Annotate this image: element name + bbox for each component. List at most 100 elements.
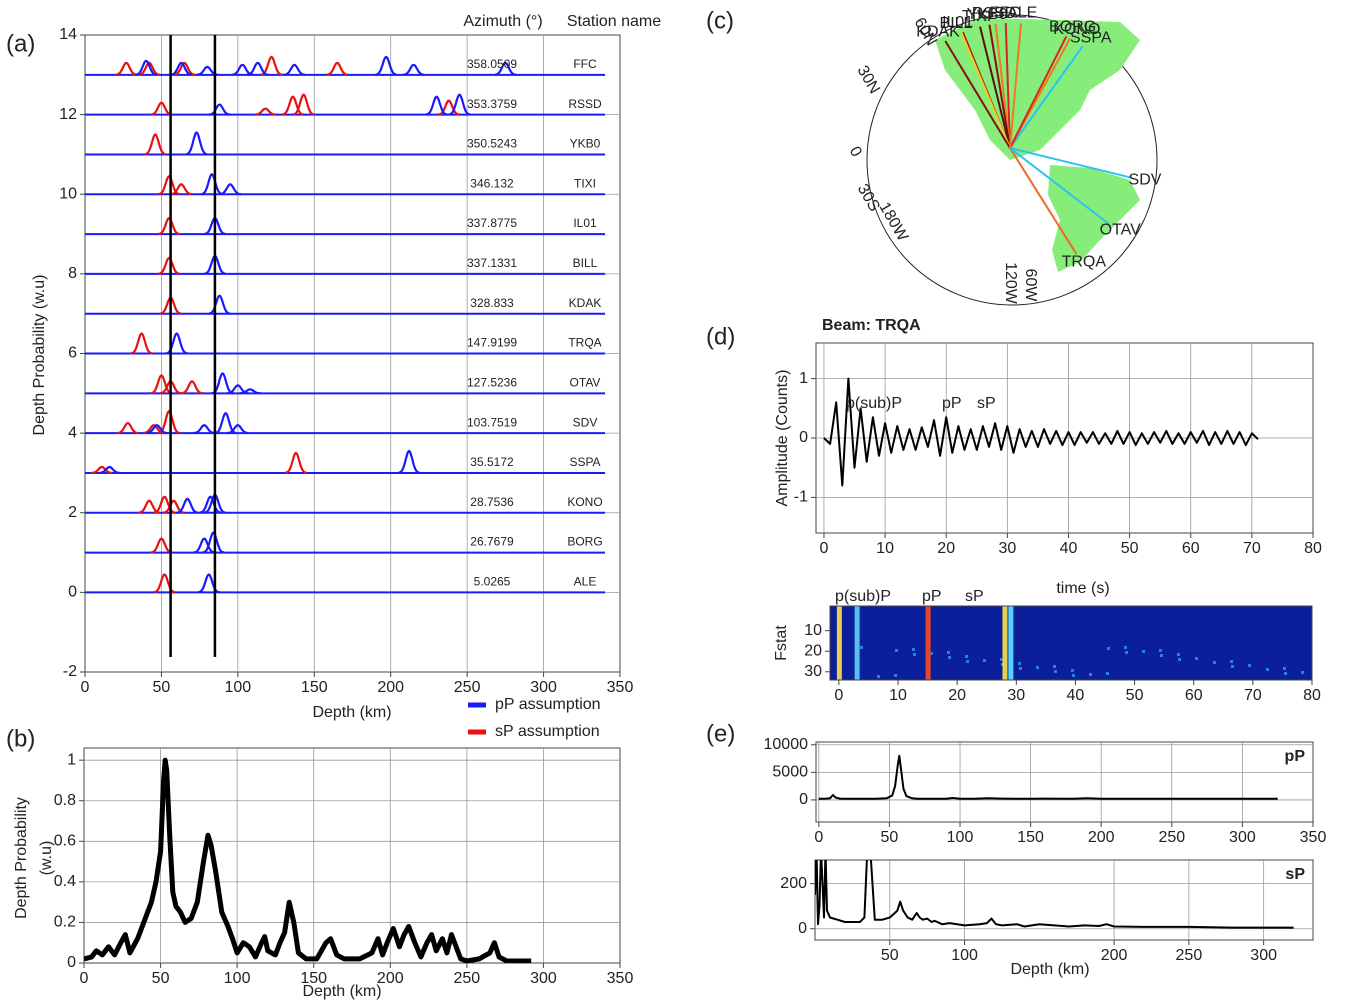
heatmap-speckle	[948, 656, 951, 659]
y-tick-label: 30	[804, 663, 822, 680]
x-tick-label: 150	[301, 679, 328, 696]
station-ray	[1009, 147, 1078, 255]
legend-label: pP assumption	[495, 696, 601, 713]
x-tick-label: 10	[889, 687, 907, 704]
sP-peak	[153, 495, 176, 514]
heatmap-band	[925, 606, 931, 680]
x-tick-label: 50	[881, 829, 899, 846]
x-tick-label: 70	[1243, 540, 1261, 557]
x-tick-label: 200	[377, 970, 404, 987]
pP-peak	[425, 95, 448, 116]
azimuth-label: 328.833	[470, 296, 514, 310]
panel-label: (e)	[706, 720, 735, 747]
heatmap-speckle	[1072, 674, 1075, 677]
station-ray	[988, 24, 1011, 149]
heatmap-speckle	[1019, 667, 1022, 670]
station-name: KDAK	[569, 296, 602, 310]
sP-peak	[91, 465, 113, 474]
y-tick-label: 4	[68, 424, 77, 441]
station-ray	[1009, 23, 1022, 149]
x-tick-label: 60	[1182, 540, 1200, 557]
x-tick-label: 20	[937, 540, 955, 557]
phase-annotation: p(sub)P	[835, 588, 891, 605]
plot-area	[815, 741, 1314, 823]
plot-area	[814, 859, 1314, 941]
heatmap-speckle	[1036, 666, 1039, 669]
legend-label: sP assumption	[495, 723, 600, 740]
y-tick-label: 12	[59, 106, 77, 123]
phase-annotation: sP	[977, 395, 996, 412]
x-tick-label: 50	[1126, 687, 1144, 704]
azimuth-label: 103.7519	[467, 415, 517, 429]
station-name: IL01	[573, 216, 597, 230]
plot-area	[83, 747, 621, 964]
x-tick-label: 300	[1250, 947, 1277, 964]
x-tick-label: 50	[881, 947, 899, 964]
sP-peak	[173, 61, 196, 76]
heatmap-band	[1002, 606, 1008, 680]
heatmap-background	[830, 606, 1312, 680]
data-line	[815, 860, 1294, 929]
y-tick-label: 0	[67, 954, 76, 971]
x-tick-label: 300	[530, 970, 557, 987]
azimuth-label: 353.3759	[467, 97, 517, 111]
x-tick-label: 200	[377, 679, 404, 696]
sP-peak	[326, 61, 348, 76]
x-tick-label: 350	[1300, 829, 1327, 846]
pP-peak	[165, 332, 188, 355]
pP-peak	[193, 537, 216, 554]
y-tick-label: 0.2	[54, 914, 76, 931]
heatmap-speckle	[1178, 658, 1181, 661]
y-tick-label: 0.6	[54, 833, 76, 850]
pP-peak	[145, 424, 168, 435]
pP-peak	[402, 63, 425, 76]
heatmap-speckle	[965, 655, 968, 658]
azimuth-label: 337.1331	[467, 256, 517, 270]
station-name: TIXI	[574, 176, 596, 190]
heatmap-band	[854, 606, 860, 680]
station-name: BORG	[567, 535, 602, 549]
station-label: SSPA	[1070, 29, 1112, 46]
stack-label: pP	[1285, 748, 1306, 765]
x-tick-label: 50	[153, 679, 171, 696]
station-label: TRQA	[1062, 254, 1107, 271]
station-label: KDAK	[916, 24, 960, 41]
station-name: FFC	[573, 57, 597, 71]
heatmap-speckle	[1266, 668, 1269, 671]
station-label: KONO	[1053, 21, 1100, 38]
station-ray	[994, 23, 1011, 149]
sP-peak	[292, 93, 315, 116]
azimuth-label: 35.5172	[470, 455, 514, 469]
azimuth-label: 5.0265	[474, 575, 511, 589]
pP-peak	[247, 61, 269, 76]
x-tick-label: 0	[80, 970, 89, 987]
x-tick-label: 350	[607, 970, 634, 987]
heatmap-speckle	[966, 660, 969, 663]
y-tick-label: 8	[68, 265, 77, 282]
x-tick-label: 200	[1101, 947, 1128, 964]
heatmap-speckle	[1053, 665, 1056, 668]
x-tick-label: 100	[951, 947, 978, 964]
x-tick-label: 30	[1007, 687, 1025, 704]
phase-annotation: p(sub)P	[846, 395, 902, 412]
sP-peak	[153, 573, 176, 594]
x-tick-label: 70	[1244, 687, 1262, 704]
panel-label: (a)	[6, 30, 35, 57]
heatmap-speckle	[1106, 672, 1109, 675]
heatmap-speckle	[913, 653, 916, 656]
heatmap-speckle	[1195, 657, 1198, 660]
pP-peak	[193, 424, 216, 435]
graticule-label: 30N	[854, 63, 883, 97]
column-header: Azimuth (°)	[463, 13, 542, 30]
x-axis-label: Depth (km)	[1010, 961, 1089, 978]
azimuth-label: 337.8775	[467, 216, 517, 230]
heatmap-speckle	[1230, 660, 1233, 663]
pP-peak	[176, 497, 199, 514]
sP-peak	[130, 332, 153, 355]
y-tick-label: 0.4	[54, 873, 76, 890]
heatmap-speckle	[1000, 658, 1003, 661]
graticule-label: 0	[846, 144, 865, 160]
sP-peak	[158, 216, 180, 236]
sP-peak	[181, 380, 203, 395]
